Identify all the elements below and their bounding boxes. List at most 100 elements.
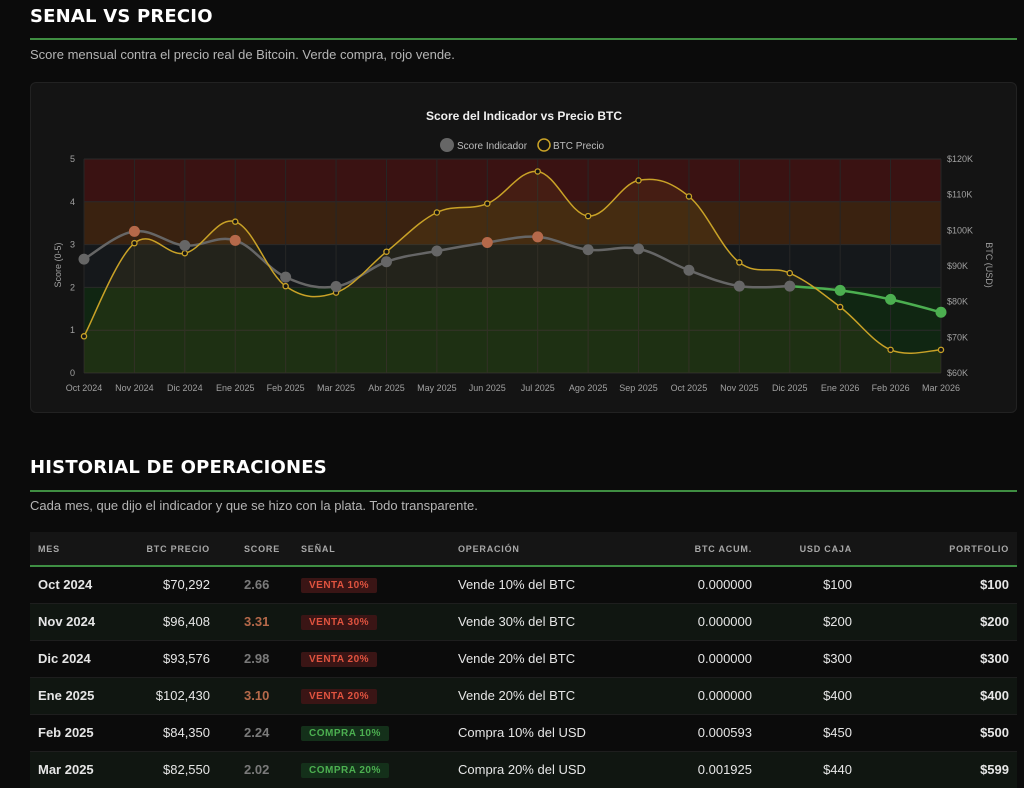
score-point[interactable] — [380, 256, 392, 268]
section-subtitle-senal: Score mensual contra el precio real de B… — [30, 47, 455, 62]
score-point[interactable] — [280, 271, 292, 283]
score-point[interactable] — [229, 234, 241, 246]
legend-item-score[interactable]: Score Indicador — [440, 138, 528, 152]
cell-operacion: Vende 20% del BTC — [458, 688, 576, 703]
score-point[interactable] — [481, 236, 493, 248]
table-row[interactable]: Dic 2024 $93,576 2.98 VENTA 20% Vende 20% de… — [30, 640, 1017, 677]
cell-btc-precio: $93,576 — [163, 651, 210, 666]
y-axis-right-label: BTC (USD) — [984, 242, 994, 288]
y-left-tick-label: 5 — [70, 154, 75, 164]
score-point[interactable] — [935, 306, 947, 318]
btc-price-area — [84, 171, 941, 373]
x-tick-label: Dic 2025 — [772, 383, 808, 393]
cell-usd-caja: $450 — [823, 725, 852, 740]
score-point[interactable] — [733, 280, 745, 292]
score-point[interactable] — [633, 243, 645, 255]
btc-price-point[interactable] — [685, 193, 693, 200]
header-mes[interactable]: MES — [38, 543, 60, 554]
btc-price-point[interactable] — [282, 282, 289, 290]
table-row[interactable]: Nov 2024 $96,408 3.31 VENTA 30% Vende 30% de… — [30, 603, 1017, 640]
btc-price-point[interactable] — [786, 269, 794, 277]
section-title-senal: SENAL VS PRECIO — [30, 6, 213, 27]
score-point[interactable] — [885, 293, 897, 305]
operations-table-container: MES BTC PRECIO SCORE SEÑAL OPERACIÓN BTC… — [30, 532, 1017, 788]
y-right-tick-label: $90K — [947, 261, 968, 271]
x-tick-label: Ene 2026 — [821, 383, 860, 393]
section-divider — [30, 490, 1017, 492]
score-point[interactable] — [582, 244, 594, 256]
table-row[interactable]: Feb 2025 $84,350 2.24 COMPRA 10% Compra 10% … — [30, 714, 1017, 751]
btc-price-point[interactable] — [584, 212, 592, 220]
btc-price-point[interactable] — [635, 177, 642, 184]
x-tick-label: Feb 2025 — [267, 383, 305, 393]
btc-price-point[interactable] — [383, 248, 390, 255]
btc-price-point[interactable] — [736, 259, 743, 266]
cell-btc-acum: 0.000000 — [697, 688, 752, 703]
x-tick-label: Nov 2024 — [115, 383, 154, 393]
cell-usd-caja: $300 — [823, 651, 852, 666]
cell-portfolio: $300 — [980, 651, 1009, 666]
score-point[interactable] — [784, 280, 796, 292]
header-score[interactable]: SCORE — [244, 543, 281, 554]
signal-badge: COMPRA 20% — [301, 763, 389, 778]
y-right-tick-label: $70K — [947, 332, 968, 342]
cell-usd-caja: $440 — [823, 762, 852, 777]
x-tick-label: Abr 2025 — [368, 383, 405, 393]
signal-badge: VENTA 20% — [301, 652, 378, 667]
cell-btc-precio: $96,408 — [163, 614, 210, 629]
cell-senal: COMPRA 10% — [293, 714, 450, 751]
legend-item-btc[interactable]: BTC Precio — [537, 138, 605, 152]
cell-senal: VENTA 20% — [293, 640, 450, 677]
legend-swatch-score — [440, 138, 454, 152]
score-point[interactable] — [431, 245, 443, 257]
btc-price-point[interactable] — [937, 346, 945, 354]
btc-price-point[interactable] — [181, 249, 189, 257]
chart-title: Score del Indicador vs Precio BTC — [426, 109, 622, 123]
table-row[interactable]: Ene 2025 $102,430 3.10 VENTA 20% Vende 20% d… — [30, 677, 1017, 714]
cell-operacion: Vende 30% del BTC — [458, 614, 576, 629]
score-point[interactable] — [532, 231, 544, 243]
header-operacion[interactable]: OPERACIÓN — [458, 543, 520, 554]
x-tick-label: Oct 2025 — [671, 383, 708, 393]
section-title-historial: HISTORIAL DE OPERACIONES — [30, 457, 327, 478]
cell-btc-precio: $82,550 — [163, 762, 210, 777]
header-btc-precio[interactable]: BTC PRECIO — [146, 543, 210, 554]
btc-price-point[interactable] — [836, 303, 844, 311]
cell-operacion: Compra 20% del USD — [458, 762, 586, 777]
header-portfolio[interactable]: PORTFOLIO — [949, 543, 1009, 554]
cell-btc-precio: $102,430 — [155, 688, 210, 703]
btc-price-point[interactable] — [80, 333, 88, 340]
x-tick-label: Ago 2025 — [569, 383, 608, 393]
header-btc-acum[interactable]: BTC ACUM. — [694, 543, 752, 554]
signal-badge: VENTA 30% — [301, 615, 378, 630]
header-usd-caja[interactable]: USD CAJA — [799, 543, 852, 554]
btc-price-point[interactable] — [887, 346, 894, 354]
cell-score: 2.98 — [244, 651, 270, 666]
btc-price-point[interactable] — [231, 218, 239, 225]
cell-btc-acum: 0.001925 — [697, 762, 752, 777]
score-point[interactable] — [330, 281, 342, 293]
score-point[interactable] — [128, 225, 140, 237]
score-vs-price-chart: Score del Indicador vs Precio BTC Score … — [53, 109, 994, 393]
btc-price-point[interactable] — [433, 209, 441, 216]
cell-usd-caja: $200 — [823, 614, 852, 629]
btc-price-point[interactable] — [534, 168, 541, 175]
table-row[interactable]: Oct 2024 $70,292 2.66 VENTA 10% Vende 10% de… — [30, 566, 1017, 603]
y-right-tick-label: $80K — [947, 297, 968, 307]
legend-label-btc: BTC Precio — [553, 141, 605, 152]
cell-portfolio: $200 — [980, 614, 1009, 629]
header-senal[interactable]: SEÑAL — [301, 543, 336, 554]
legend-swatch-btc — [537, 138, 551, 152]
score-point[interactable] — [834, 284, 846, 296]
operations-table: MES BTC PRECIO SCORE SEÑAL OPERACIÓN BTC… — [30, 532, 1017, 788]
score-point[interactable] — [683, 264, 695, 276]
btc-price-point[interactable] — [131, 239, 138, 247]
table-header-row: MES BTC PRECIO SCORE SEÑAL OPERACIÓN BTC… — [30, 532, 1017, 566]
y-left-tick-label: 2 — [70, 282, 75, 292]
cell-senal: VENTA 30% — [293, 603, 450, 640]
score-point[interactable] — [179, 239, 191, 251]
btc-price-point[interactable] — [484, 200, 491, 207]
table-row[interactable]: Mar 2025 $82,550 2.02 COMPRA 20% Compra 20% … — [30, 751, 1017, 788]
score-point[interactable] — [78, 253, 90, 265]
signal-badge: COMPRA 10% — [301, 726, 389, 741]
